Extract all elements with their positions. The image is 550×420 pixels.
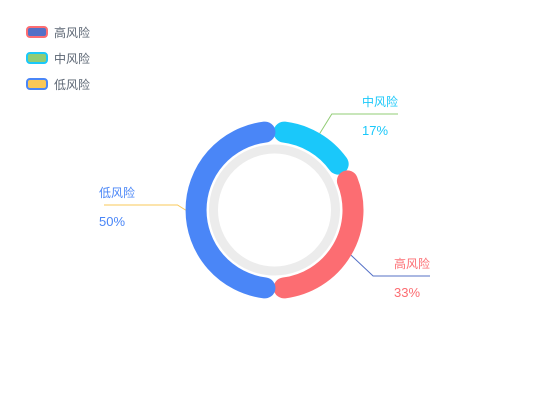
slice-high[interactable] bbox=[273, 170, 364, 299]
chart-legend: 高风险 中风险 低风险 bbox=[26, 23, 90, 101]
slice-label-name-medium: 中风险 bbox=[362, 94, 398, 109]
legend-swatch-low bbox=[26, 78, 48, 90]
legend-label-low: 低风险 bbox=[54, 77, 91, 92]
slice-label-percent-medium: 17% bbox=[362, 123, 388, 138]
slice-medium[interactable] bbox=[273, 121, 349, 175]
leader-line-medium bbox=[319, 113, 398, 134]
legend-item-low[interactable]: 低风险 bbox=[26, 75, 90, 93]
legend-label-high: 高风险 bbox=[54, 25, 91, 40]
legend-item-medium[interactable]: 中风险 bbox=[26, 49, 90, 67]
slice-label-percent-low: 50% bbox=[99, 214, 125, 229]
slice-label-percent-high: 33% bbox=[394, 285, 420, 300]
slice-label-name-high: 高风险 bbox=[394, 256, 430, 271]
leader-line-low bbox=[104, 204, 186, 211]
legend-swatch-medium bbox=[26, 52, 48, 64]
legend-item-high[interactable]: 高风险 bbox=[26, 23, 90, 41]
slice-label-name-low: 低风险 bbox=[99, 185, 135, 200]
donut-slices bbox=[185, 121, 364, 299]
slice-labels: 中风险 17% 高风险 33% 低风险 50% bbox=[99, 94, 430, 300]
slice-low[interactable] bbox=[185, 121, 276, 299]
leader-line-high bbox=[350, 254, 430, 277]
legend-label-medium: 中风险 bbox=[54, 51, 91, 66]
inner-ring bbox=[209, 144, 340, 276]
legend-swatch-high bbox=[26, 26, 48, 38]
